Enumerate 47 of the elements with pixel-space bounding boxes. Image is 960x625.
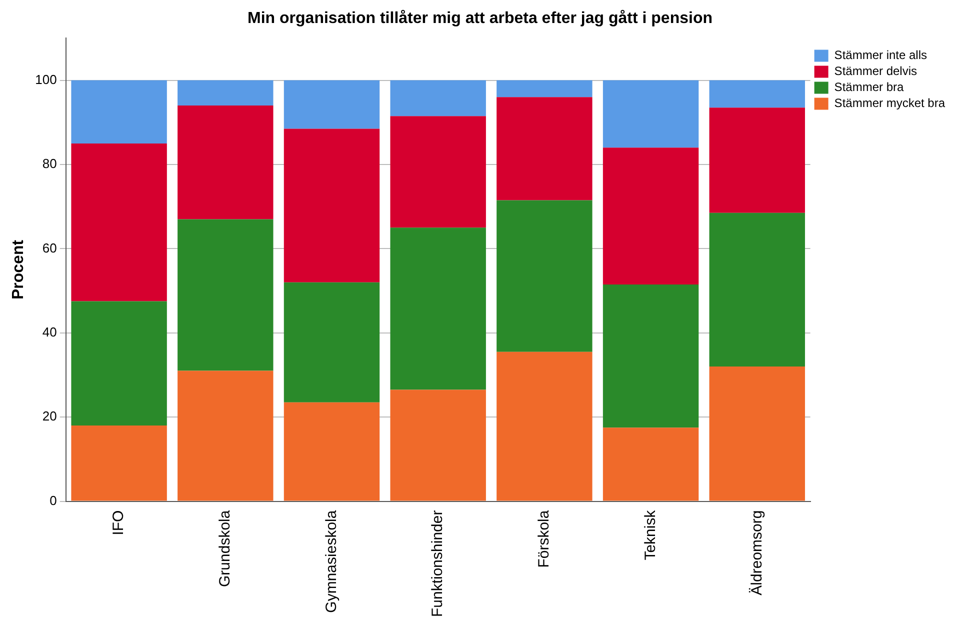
- bar: [284, 128, 380, 282]
- bar: [284, 402, 380, 501]
- bar: [284, 282, 380, 402]
- bar: [709, 108, 805, 213]
- bar: [709, 212, 805, 367]
- bar: [178, 219, 274, 371]
- y-tick-label: 100: [35, 72, 57, 87]
- x-tick-label: Gymnasieskola: [322, 510, 340, 613]
- legend-label: Stämmer inte alls: [834, 48, 928, 62]
- bar: [602, 80, 699, 148]
- bar: [390, 390, 486, 501]
- bar: [602, 148, 699, 284]
- bar: [709, 366, 805, 501]
- x-tick-label: Teknisk: [642, 510, 659, 560]
- bar: [71, 425, 167, 501]
- bar: [390, 228, 486, 390]
- bar: [496, 80, 592, 98]
- bar: [390, 116, 486, 228]
- bar: [709, 80, 805, 108]
- bar: [496, 97, 592, 200]
- bar: [284, 80, 380, 129]
- x-tick-label: Äldreomsorg: [748, 510, 766, 596]
- bar: [390, 80, 486, 116]
- chart-title: Min organisation tillåter mig att arbeta efter jag gått i pension: [248, 9, 712, 28]
- y-tick-label: 60: [42, 240, 57, 256]
- bar: [496, 352, 592, 501]
- bar: [602, 284, 699, 428]
- y-tick-label: 40: [42, 324, 57, 340]
- bar: [602, 428, 699, 501]
- y-axis-title: Procent: [10, 239, 28, 300]
- y-tick-label: 0: [50, 492, 57, 508]
- legend-label: Stämmer mycket bra: [834, 96, 946, 110]
- x-tick-label: Funktionshinder: [429, 510, 446, 618]
- bar: [71, 143, 167, 302]
- y-tick-label: 20: [42, 408, 57, 424]
- bar: [496, 200, 592, 352]
- bar: [71, 80, 167, 144]
- legend-label: Stämmer bra: [834, 80, 904, 94]
- legend-label: Stämmer delvis: [834, 64, 917, 78]
- bar: [178, 80, 274, 106]
- x-tick-label: Förskola: [536, 510, 553, 568]
- bar: [178, 370, 274, 501]
- bar: [71, 301, 167, 426]
- x-tick-label: Grundskola: [216, 510, 234, 587]
- bar: [178, 106, 274, 220]
- x-tick-label: IFO: [110, 510, 128, 536]
- y-tick-label: 80: [42, 156, 57, 172]
